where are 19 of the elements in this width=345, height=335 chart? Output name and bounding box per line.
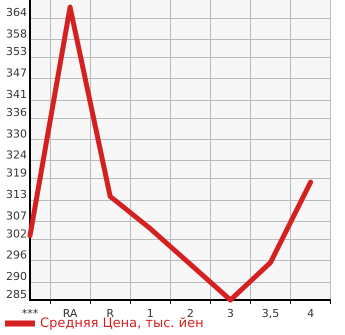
y-tick-label: 296 bbox=[6, 248, 27, 262]
x-tick-label: 3 bbox=[226, 307, 234, 320]
y-tick-label: 290 bbox=[6, 270, 27, 284]
y-tick-label: 330 bbox=[6, 127, 27, 140]
y-tick-label: 358 bbox=[6, 27, 27, 40]
x-tick-label: 4 bbox=[307, 307, 314, 320]
y-tick-label: 347 bbox=[6, 66, 27, 80]
y-tick-label: 341 bbox=[6, 88, 27, 101]
y-tick-label: 319 bbox=[6, 166, 27, 180]
y-tick-label: 353 bbox=[6, 45, 27, 58]
y-tick-label: 324 bbox=[6, 148, 27, 162]
x-tick-label: 3,5 bbox=[262, 307, 280, 320]
y-tick-label: 336 bbox=[6, 106, 27, 119]
y-tick-label: 285 bbox=[6, 288, 27, 301]
y-tick-label: 307 bbox=[6, 209, 27, 222]
y-tick-label: 302 bbox=[6, 227, 27, 240]
x-tick-label: *** bbox=[22, 307, 39, 320]
y-tick-label: 364 bbox=[6, 6, 27, 19]
y-tick-label: 313 bbox=[6, 188, 27, 201]
